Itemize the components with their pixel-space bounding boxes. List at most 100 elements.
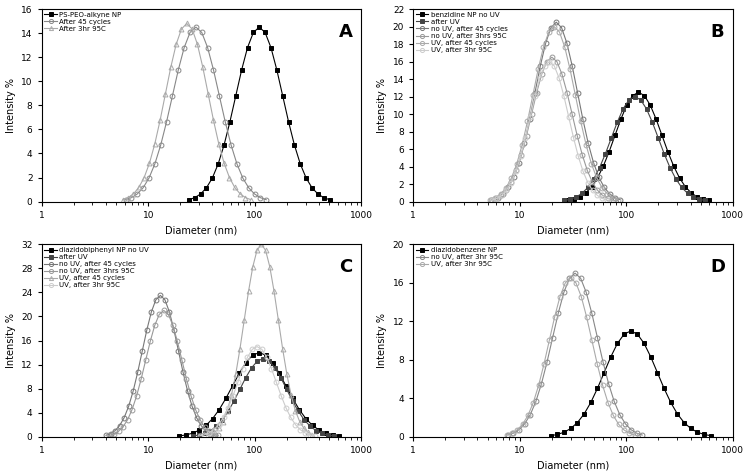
UV, after 3hr 95C <box>564 114 573 119</box>
no UV, after 3hrs 95C <box>608 197 617 203</box>
benzidine NP no UV <box>675 175 684 181</box>
PS-PEO-alkyne NP <box>278 93 287 99</box>
no UV, after 3hrs 95C <box>159 307 168 313</box>
UV, after 3hr 95C <box>224 405 232 410</box>
After 45 cycles <box>191 24 200 30</box>
after UV <box>560 198 569 203</box>
UV, after 45 cycles <box>560 44 569 50</box>
X-axis label: Diameter (nm): Diameter (nm) <box>537 225 609 235</box>
no UV, after 3hrs 95C <box>200 424 209 430</box>
UV, after 3hr 95C <box>550 314 560 320</box>
After 45 cycles <box>162 119 171 125</box>
diazidobiphenyl NP no UV <box>308 423 317 428</box>
no UV, after 45 cycles <box>589 160 598 166</box>
no UV, after 3hr 95C <box>626 427 635 433</box>
benzidine NP no UV <box>581 190 590 196</box>
after UV <box>200 431 209 436</box>
after UV <box>694 197 703 202</box>
After 3hr 95C <box>124 195 133 200</box>
no UV, after 45 cycles <box>525 117 534 122</box>
PS-PEO-alkyne NP <box>243 45 252 50</box>
after UV <box>217 417 226 423</box>
UV, after 3hr 95C <box>229 393 238 398</box>
no UV, after 45 cycles <box>520 140 529 146</box>
UV, after 45 cycles <box>223 408 232 414</box>
Legend: benzidine NP no UV, after UV, no UV, after 45 cycles, no UV, after 3hrs 95C, UV,: benzidine NP no UV, after UV, no UV, aft… <box>416 11 508 54</box>
no UV, after 3hrs 95C <box>578 152 586 158</box>
PS-PEO-alkyne NP <box>314 191 322 197</box>
no UV, after 3hrs 95C <box>154 311 164 317</box>
no UV, after 45 cycles <box>616 197 625 202</box>
after UV <box>584 185 592 190</box>
UV, after 3hr 95C <box>609 413 618 418</box>
benzidine NP no UV <box>652 116 661 122</box>
no UV, after 3hrs 95C <box>593 187 602 193</box>
After 45 cycles <box>185 30 194 35</box>
PS-PEO-alkyne NP <box>190 195 200 200</box>
no UV, after 3hrs 95C <box>553 59 562 65</box>
no UV, after 3hrs 95C <box>196 417 205 423</box>
after UV <box>230 398 238 404</box>
no UV, after 45 cycles <box>605 191 614 197</box>
diazidobenzene NP <box>659 386 668 391</box>
no UV, after 3hr 95C <box>587 310 596 316</box>
After 45 cycles <box>244 185 254 190</box>
After 3hr 95C <box>140 175 148 180</box>
diazidobiphenyl NP no UV <box>228 383 237 388</box>
UV, after 3hr 95C <box>521 135 530 140</box>
benzidine NP no UV <box>593 175 602 181</box>
UV, after 45 cycles <box>496 191 506 197</box>
PS-PEO-alkyne NP <box>272 67 281 73</box>
after UV <box>247 365 256 371</box>
PS-PEO-alkyne NP <box>284 119 293 125</box>
UV, after 45 cycles <box>598 185 607 190</box>
no UV, after 3hrs 95C <box>598 192 607 198</box>
no UV, after 3hrs 95C <box>512 168 521 173</box>
UV, after 45 cycles <box>206 432 214 437</box>
UV, after 3hr 95C <box>625 430 634 436</box>
no UV, after 45 cycles <box>124 404 134 409</box>
no UV, after 45 cycles <box>578 117 587 122</box>
UV, after 45 cycles <box>248 264 257 270</box>
benzidine NP no UV <box>610 132 620 138</box>
after UV <box>566 197 574 202</box>
no UV, after 45 cycles <box>147 309 156 315</box>
After 3hr 95C <box>214 141 223 147</box>
After 45 cycles <box>214 93 223 99</box>
benzidine NP no UV <box>687 190 696 196</box>
UV, after 3hr 95C <box>518 421 527 427</box>
diazidobiphenyl NP no UV <box>208 416 217 421</box>
UV, after 3hr 95C <box>205 430 214 436</box>
no UV, after 3hr 95C <box>537 381 546 387</box>
PS-PEO-alkyne NP <box>325 197 334 203</box>
After 45 cycles <box>238 175 248 181</box>
no UV, after 3hrs 95C <box>214 433 223 438</box>
diazidobenzene NP <box>599 370 608 376</box>
benzidine NP no UV <box>587 184 596 190</box>
UV, after 45 cycles <box>544 29 554 35</box>
after UV <box>625 97 634 103</box>
UV, after 45 cycles <box>512 161 521 167</box>
diazidobenzene NP <box>653 370 662 376</box>
diazidobenzene NP <box>693 429 702 435</box>
Line: UV, after 3hr 95C: UV, after 3hr 95C <box>197 344 317 438</box>
diazidobenzene NP <box>606 354 615 360</box>
UV, after 45 cycles <box>286 392 296 398</box>
no UV, after 3hr 95C <box>593 335 602 340</box>
after UV <box>276 375 285 381</box>
UV, after 45 cycles <box>266 264 274 270</box>
no UV, after 3hr 95C <box>514 427 523 433</box>
no UV, after 45 cycles <box>165 309 174 315</box>
After 3hr 95C <box>161 91 170 97</box>
UV, after 45 cycles <box>231 371 240 377</box>
After 45 cycles <box>262 197 271 203</box>
After 3hr 95C <box>198 64 207 70</box>
PS-PEO-alkyne NP <box>231 93 240 99</box>
Line: UV, after 45 cycles: UV, after 45 cycles <box>488 24 620 202</box>
UV, after 3hr 95C <box>577 294 586 299</box>
UV, after 45 cycles <box>502 185 511 190</box>
no UV, after 3hrs 95C <box>136 376 146 382</box>
Legend: PS-PEO-alkyne NP, After 45 cycles, After 3hr 95C: PS-PEO-alkyne NP, After 45 cycles, After… <box>44 11 122 33</box>
UV, after 3hr 95C <box>550 63 559 69</box>
after UV <box>282 387 291 392</box>
